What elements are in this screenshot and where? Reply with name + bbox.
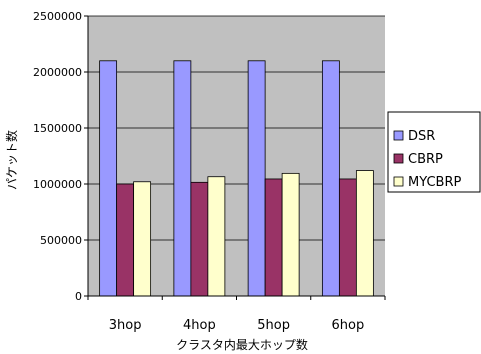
bar-mycbrp xyxy=(207,176,226,297)
x-tick-label: 5hop xyxy=(257,318,290,333)
bar-cbrp xyxy=(338,178,357,297)
legend-swatch-dsr xyxy=(393,130,404,141)
bar-dsr xyxy=(321,60,340,297)
y-tick-label: 1000000 xyxy=(33,178,82,191)
y-tick-label: 0 xyxy=(75,290,82,303)
bar-cbrp xyxy=(116,183,135,297)
legend: DSR CBRP MYCBRP xyxy=(387,111,481,193)
x-tick-label: 3hop xyxy=(109,318,142,333)
bar-mycbrp xyxy=(281,172,300,297)
bar-dsr xyxy=(99,60,118,297)
x-tick-label: 6hop xyxy=(332,318,365,333)
bar-cbrp xyxy=(264,178,283,297)
y-tick-label: 2000000 xyxy=(33,66,82,79)
legend-swatch-mycbrp xyxy=(393,176,404,187)
bar-cbrp xyxy=(190,181,209,297)
legend-swatch-cbrp xyxy=(393,153,404,164)
legend-label-cbrp: CBRP xyxy=(408,152,443,167)
bar-mycbrp xyxy=(133,181,152,297)
x-tick-label: 4hop xyxy=(183,318,216,333)
y-axis-title: パケット数 xyxy=(4,130,19,190)
bar-mycbrp xyxy=(355,170,374,297)
bar-dsr xyxy=(173,60,192,297)
legend-label-mycbrp: MYCBRP xyxy=(408,175,461,190)
x-axis-title: クラスタ内最大ホップ数 xyxy=(176,337,308,352)
y-tick-label: 2500000 xyxy=(33,10,82,23)
y-tick-label: 500000 xyxy=(40,234,82,247)
bar-dsr xyxy=(247,60,266,297)
legend-label-dsr: DSR xyxy=(408,129,435,144)
y-tick-label: 1500000 xyxy=(33,122,82,135)
